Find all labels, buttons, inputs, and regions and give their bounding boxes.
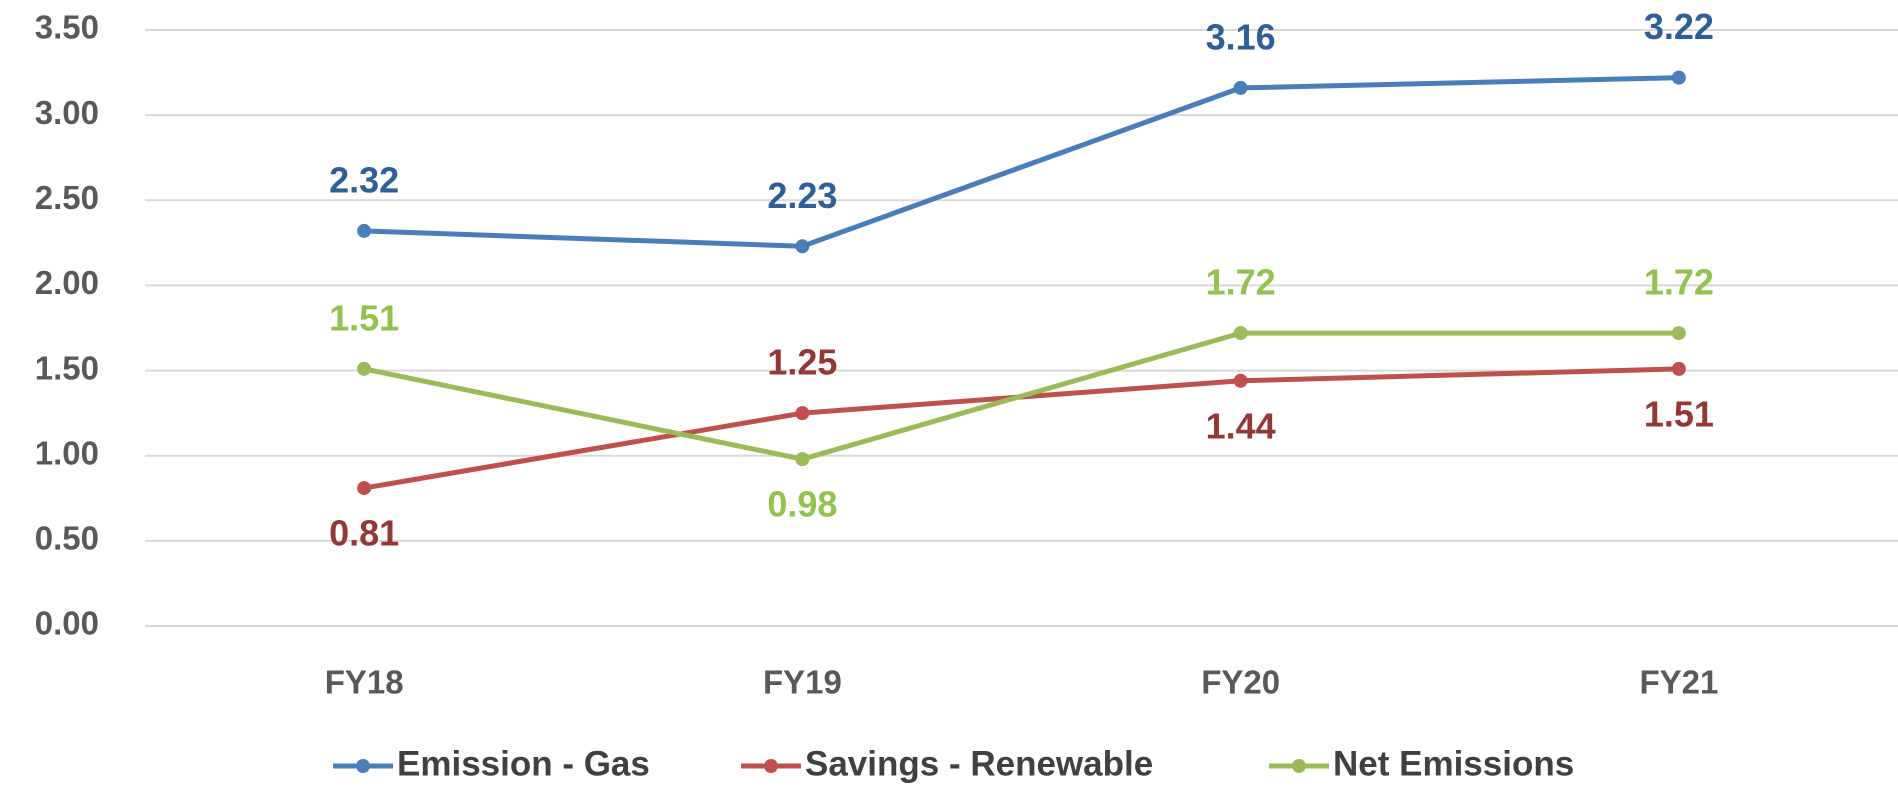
series-line [363,330,1679,462]
data-point [795,239,810,254]
data-point [1233,326,1248,341]
legend-label: Savings - Renewable [805,744,1153,783]
data-label: 2.32 [329,159,399,200]
data-label: 3.16 [1206,16,1276,57]
y-tick-label: 0.50 [35,520,99,557]
legend-label: Emission - Gas [397,744,650,783]
data-point [1233,80,1248,95]
legend-label: Net Emissions [1333,744,1574,783]
data-label: 1.44 [1206,405,1276,446]
legend-marker [356,759,370,773]
y-tick-label: 0.00 [35,605,99,642]
data-label: 1.51 [1644,393,1714,434]
data-label: 1.72 [1644,262,1714,303]
y-tick-label: 2.00 [35,264,99,301]
data-point [795,406,810,421]
data-point [357,223,372,238]
series-line [363,366,1679,491]
x-tick-label: FY18 [325,664,404,701]
data-point [795,452,810,467]
data-point [1671,326,1686,341]
data-point [1233,373,1248,388]
data-point [1671,70,1686,85]
data-label: 3.22 [1644,6,1714,47]
data-point [357,361,372,376]
x-tick-label: FY19 [763,664,842,701]
y-tick-label: 1.50 [35,349,99,386]
data-label: 1.51 [329,297,399,338]
y-tick-label: 1.00 [35,434,99,471]
data-label: 0.81 [329,513,399,554]
legend-marker [764,759,778,773]
data-label: 2.23 [767,175,837,216]
data-point [1671,361,1686,376]
y-tick-label: 3.50 [35,9,99,46]
x-tick-label: FY21 [1639,664,1718,701]
series-line [364,75,1679,249]
x-tick-label: FY20 [1201,664,1280,701]
legend-marker [1292,759,1306,773]
data-label: 1.72 [1206,262,1276,303]
data-label: 0.98 [767,484,837,525]
y-tick-label: 2.50 [35,179,99,216]
y-tick-label: 3.00 [35,94,99,131]
data-label: 1.25 [767,342,837,383]
data-point [357,481,372,496]
